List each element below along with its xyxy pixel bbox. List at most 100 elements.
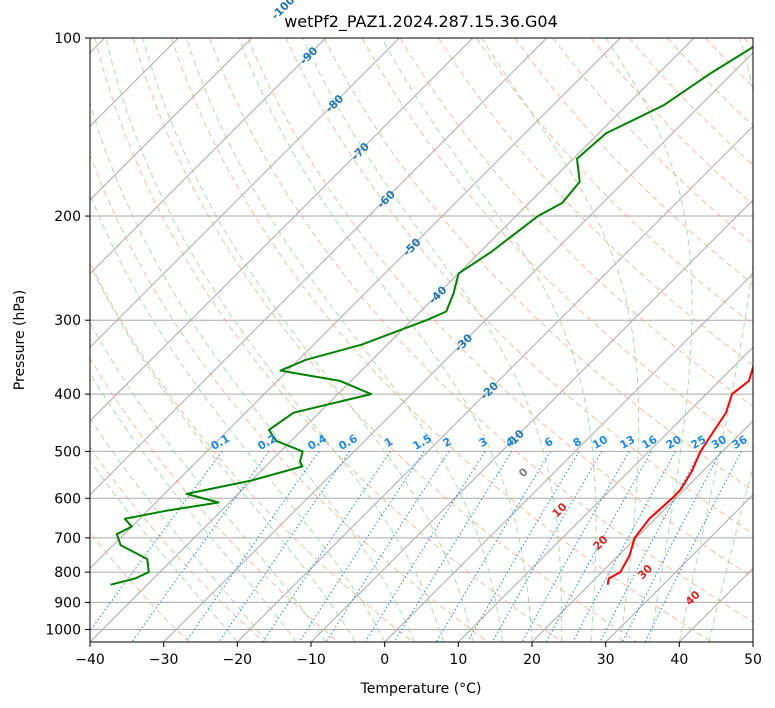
mixing-ratio-line — [298, 451, 425, 642]
dry-adiabat-label: -20 — [478, 379, 501, 402]
dry-adiabat-label: -70 — [349, 140, 372, 163]
dry-adiabat-line — [94, 38, 563, 642]
dry-adiabat-line — [90, 261, 414, 642]
y-axis: 100 200 300 400 500 600 700 800 900 1000 — [45, 31, 90, 638]
x-tick-label: 10 — [449, 652, 467, 668]
y-tick-label: 200 — [54, 209, 81, 225]
moist-adiabat-line — [90, 101, 415, 642]
isotherm-line — [163, 51, 753, 642]
moist-adiabat-line — [90, 372, 297, 642]
x-tick-label: −40 — [75, 652, 105, 668]
moist-adiabat-line — [708, 465, 753, 642]
moist-adiabat-label: 40 — [683, 588, 703, 608]
mixing-ratio-line — [185, 451, 320, 642]
mixing-ratio-label: 10 — [590, 433, 610, 452]
plot-frame — [89, 37, 754, 643]
moist-adiabat-line — [481, 38, 640, 642]
y-tick-label: 800 — [54, 565, 81, 581]
dry-adiabat-label: -60 — [375, 188, 398, 211]
dry-adiabat-line — [90, 357, 339, 642]
moist-adiabat-line — [186, 38, 503, 642]
x-tick-label: 50 — [744, 652, 762, 668]
dry-adiabat-line — [209, 38, 753, 623]
mixing-ratio-label: 1 — [382, 435, 395, 450]
x-tick-label: −10 — [296, 652, 326, 668]
x-tick-label: −20 — [223, 652, 253, 668]
dry-adiabat-line — [743, 38, 753, 49]
moist-adiabat-line — [605, 38, 693, 642]
dry-adiabat-label: -50 — [400, 235, 423, 258]
mixing-ratio-label: 3 — [477, 435, 490, 450]
moist-adiabat-label: 10 — [550, 500, 570, 520]
mixing-ratio-line — [521, 451, 630, 642]
x-tick-label: −30 — [149, 652, 179, 668]
isotherm-line — [90, 38, 695, 642]
mixing-ratio-label: 16 — [640, 433, 660, 452]
mixing-ratio-line — [90, 451, 223, 632]
mixing-ratio-line — [325, 451, 450, 642]
isotherm-line — [457, 346, 753, 642]
y-tick-label: 500 — [54, 444, 81, 460]
isotherm-line — [605, 493, 753, 642]
dry-adiabat-label: -90 — [297, 44, 320, 67]
moist-adiabat-line — [90, 321, 327, 642]
dry-adiabat-line — [90, 446, 264, 642]
isotherm-line — [90, 38, 327, 275]
isotherm-line — [90, 38, 400, 349]
moist-adiabat-line — [90, 263, 356, 642]
dry-adiabat-line — [323, 38, 753, 492]
isotherm-line — [90, 38, 253, 201]
dry-adiabat-line — [247, 38, 753, 578]
isotherm-line — [90, 38, 474, 422]
dry-adiabat-line — [667, 38, 753, 127]
chart-title: wetPf2_PAZ1.2024.287.15.36.G04 — [284, 12, 558, 32]
dry-adiabat-line — [590, 38, 753, 206]
mixing-ratio-label: 36 — [730, 433, 750, 452]
isotherm-line — [384, 272, 753, 642]
x-axis-label: Temperature (°C) — [360, 681, 482, 697]
background-lines — [90, 38, 753, 642]
moist-adiabat-line — [105, 38, 445, 642]
dry-adiabat-line — [705, 38, 753, 88]
moist-adiabat-label: 30 — [635, 562, 655, 582]
profile-lines — [110, 45, 753, 586]
isotherm-line — [531, 420, 753, 642]
mixing-ratio-label: 1.5 — [411, 432, 434, 453]
x-tick-label: 0 — [380, 652, 389, 668]
mixing-ratio-line — [621, 451, 722, 642]
dry-adiabat-line — [90, 531, 190, 642]
moist-adiabat-label: 20 — [591, 533, 611, 553]
moist-adiabat-label: 0 — [516, 465, 531, 480]
moist-adiabat-line — [142, 38, 474, 642]
mixing-ratio-line — [218, 451, 351, 642]
moist-adiabat-line — [90, 193, 386, 642]
y-tick-label: 400 — [54, 387, 81, 403]
mixing-ratio-line — [364, 451, 486, 642]
dewpoint-profile — [110, 45, 753, 586]
temperature-profile — [606, 363, 753, 585]
isotherm-line — [678, 567, 753, 642]
y-tick-label: 600 — [54, 491, 81, 507]
mixing-ratio-label: 0.4 — [306, 432, 330, 453]
mixing-ratio-label: 6 — [542, 435, 555, 450]
moist-adiabat-line — [238, 38, 533, 642]
dry-adiabat-label: -30 — [452, 331, 475, 354]
moist-adiabat-line — [678, 38, 753, 642]
mixing-ratio-line — [393, 451, 513, 642]
isotherm-line — [90, 38, 621, 570]
mixing-ratio-line — [262, 451, 391, 642]
x-tick-label: 40 — [670, 652, 688, 668]
dry-adiabat-label: -40 — [426, 283, 449, 306]
mixing-ratio-label: 25 — [689, 433, 709, 452]
dry-adiabat-line — [285, 38, 753, 535]
isotherm-line — [90, 38, 548, 496]
x-tick-label: 20 — [523, 652, 541, 668]
dry-adiabat-line — [476, 38, 753, 326]
mixing-ratio-line — [572, 451, 676, 642]
y-axis-label: Pressure (hPa) — [12, 290, 28, 390]
mixing-ratio-line — [467, 451, 580, 642]
y-tick-label: 300 — [54, 313, 81, 329]
isoline-labels: -100-90-80-70-60-50-40-30-20-100.1 0.2 0.4… — [209, 0, 750, 608]
x-tick-label: 30 — [597, 652, 615, 668]
